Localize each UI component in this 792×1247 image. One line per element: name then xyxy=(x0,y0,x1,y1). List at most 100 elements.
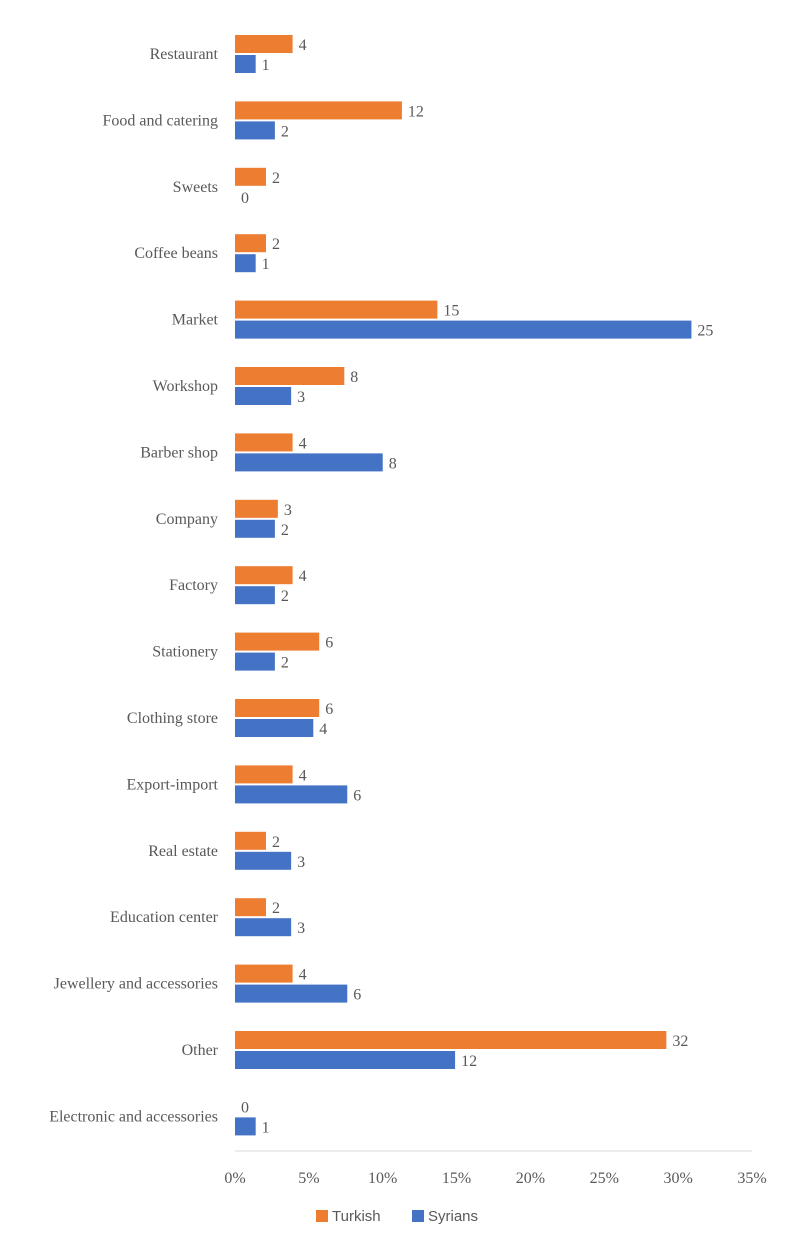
data-label-syrians: 6 xyxy=(353,787,361,804)
category-label: Other xyxy=(182,1042,219,1059)
bar-syrians xyxy=(235,254,256,273)
data-label-turkish: 4 xyxy=(299,767,307,784)
bar-syrians xyxy=(235,918,292,937)
bar-syrians xyxy=(235,55,256,73)
bar-syrians xyxy=(235,652,275,671)
bar-syrians xyxy=(235,586,275,605)
data-label-syrians: 1 xyxy=(262,1119,270,1136)
data-label-syrians: 4 xyxy=(319,721,327,738)
category-label: Electronic and accessories xyxy=(49,1108,218,1125)
bar-syrians xyxy=(235,320,692,339)
data-label-syrians: 3 xyxy=(297,389,305,406)
bar-turkish xyxy=(235,964,293,983)
category-label: Barber shop xyxy=(140,444,218,461)
bar-turkish xyxy=(235,566,293,585)
x-tick-label: 35% xyxy=(737,1170,766,1187)
legend-label-syrians: Syrians xyxy=(428,1208,478,1225)
data-label-syrians: 8 xyxy=(389,455,397,472)
legend-swatch-turkish xyxy=(316,1210,328,1222)
bar-turkish xyxy=(235,234,267,253)
category-label: Stationery xyxy=(152,644,218,661)
bar-syrians xyxy=(235,851,292,870)
data-label-turkish: 4 xyxy=(299,967,307,984)
bar-turkish xyxy=(235,300,438,319)
x-tick-label: 15% xyxy=(442,1170,471,1187)
bar-syrians xyxy=(235,719,314,737)
bar-turkish xyxy=(235,433,293,452)
bar-syrians xyxy=(235,1051,456,1069)
data-label-syrians: 2 xyxy=(281,655,289,672)
data-label-turkish: 4 xyxy=(299,435,307,452)
bar-syrians xyxy=(235,984,348,1003)
legend-label-turkish: Turkish xyxy=(332,1208,381,1225)
data-label-turkish: 4 xyxy=(299,568,307,585)
x-tick-label: 0% xyxy=(224,1170,245,1187)
bar-turkish xyxy=(235,499,278,518)
data-label-turkish: 8 xyxy=(350,369,358,386)
category-label: Real estate xyxy=(148,843,218,860)
bar-turkish xyxy=(235,35,293,53)
bar-turkish xyxy=(235,699,320,717)
bar-turkish xyxy=(235,898,267,917)
data-label-syrians: 6 xyxy=(353,987,361,1004)
data-label-turkish: 2 xyxy=(272,834,280,851)
category-label: Coffee beans xyxy=(134,245,218,262)
bar-syrians xyxy=(235,785,348,804)
category-label: Export-import xyxy=(126,776,218,793)
bar-turkish xyxy=(235,765,293,784)
data-label-syrians: 12 xyxy=(461,1053,477,1070)
category-label: Sweets xyxy=(173,179,218,196)
data-label-turkish: 32 xyxy=(672,1033,688,1050)
data-label-syrians: 25 xyxy=(697,323,713,340)
category-label: Education center xyxy=(110,909,219,926)
data-label-turkish: 12 xyxy=(408,103,424,120)
data-label-turkish: 2 xyxy=(272,170,280,187)
x-tick-label: 25% xyxy=(590,1170,619,1187)
x-tick-label: 30% xyxy=(663,1170,692,1187)
bar-turkish xyxy=(235,101,402,120)
category-label: Restaurant xyxy=(150,46,219,63)
category-labels: Restaurant Food and catering Sweets Coffee … xyxy=(49,46,218,1125)
data-label-syrians: 2 xyxy=(281,588,289,605)
x-tick-labels: 0% 5% 10% 15% 20% 25% 30% 35% xyxy=(224,1170,766,1187)
data-label-turkish: 6 xyxy=(325,635,333,652)
category-label: Clothing store xyxy=(127,710,218,727)
category-label: Market xyxy=(172,312,219,329)
bar-syrians xyxy=(235,121,275,140)
data-label-turkish: 3 xyxy=(284,502,292,519)
data-label-syrians: 2 xyxy=(281,522,289,539)
data-label-turkish: 2 xyxy=(272,900,280,917)
data-label-turkish: 0 xyxy=(241,1099,249,1116)
legend-swatch-syrians xyxy=(412,1210,424,1222)
data-label-turkish: 2 xyxy=(272,236,280,253)
x-tick-label: 10% xyxy=(368,1170,397,1187)
category-label: Workshop xyxy=(153,378,218,395)
legend: Turkish Syrians xyxy=(316,1208,478,1225)
bar-syrians xyxy=(235,519,275,538)
x-tick-label: 5% xyxy=(298,1170,319,1187)
bar-turkish xyxy=(235,831,267,850)
bar-syrians xyxy=(235,453,383,472)
data-label-turkish: 15 xyxy=(443,303,459,320)
data-label-syrians: 1 xyxy=(262,57,270,74)
data-label-syrians: 2 xyxy=(281,123,289,140)
bar-turkish xyxy=(235,1031,667,1049)
bar-turkish xyxy=(235,167,267,186)
bar-syrians xyxy=(235,387,292,405)
category-label: Jewellery and accessories xyxy=(54,976,218,993)
data-label-turkish: 6 xyxy=(325,701,333,718)
bars-layer xyxy=(235,35,692,1136)
data-label-syrians: 3 xyxy=(297,920,305,937)
category-label: Factory xyxy=(169,577,218,594)
data-label-syrians: 3 xyxy=(297,854,305,871)
category-label: Company xyxy=(156,511,218,528)
category-label: Food and catering xyxy=(102,112,218,129)
bar-turkish xyxy=(235,367,345,385)
data-label-turkish: 4 xyxy=(299,37,307,54)
x-tick-label: 20% xyxy=(516,1170,545,1187)
data-label-syrians: 1 xyxy=(262,256,270,273)
bar-syrians xyxy=(235,1117,256,1136)
data-label-syrians: 0 xyxy=(241,190,249,207)
